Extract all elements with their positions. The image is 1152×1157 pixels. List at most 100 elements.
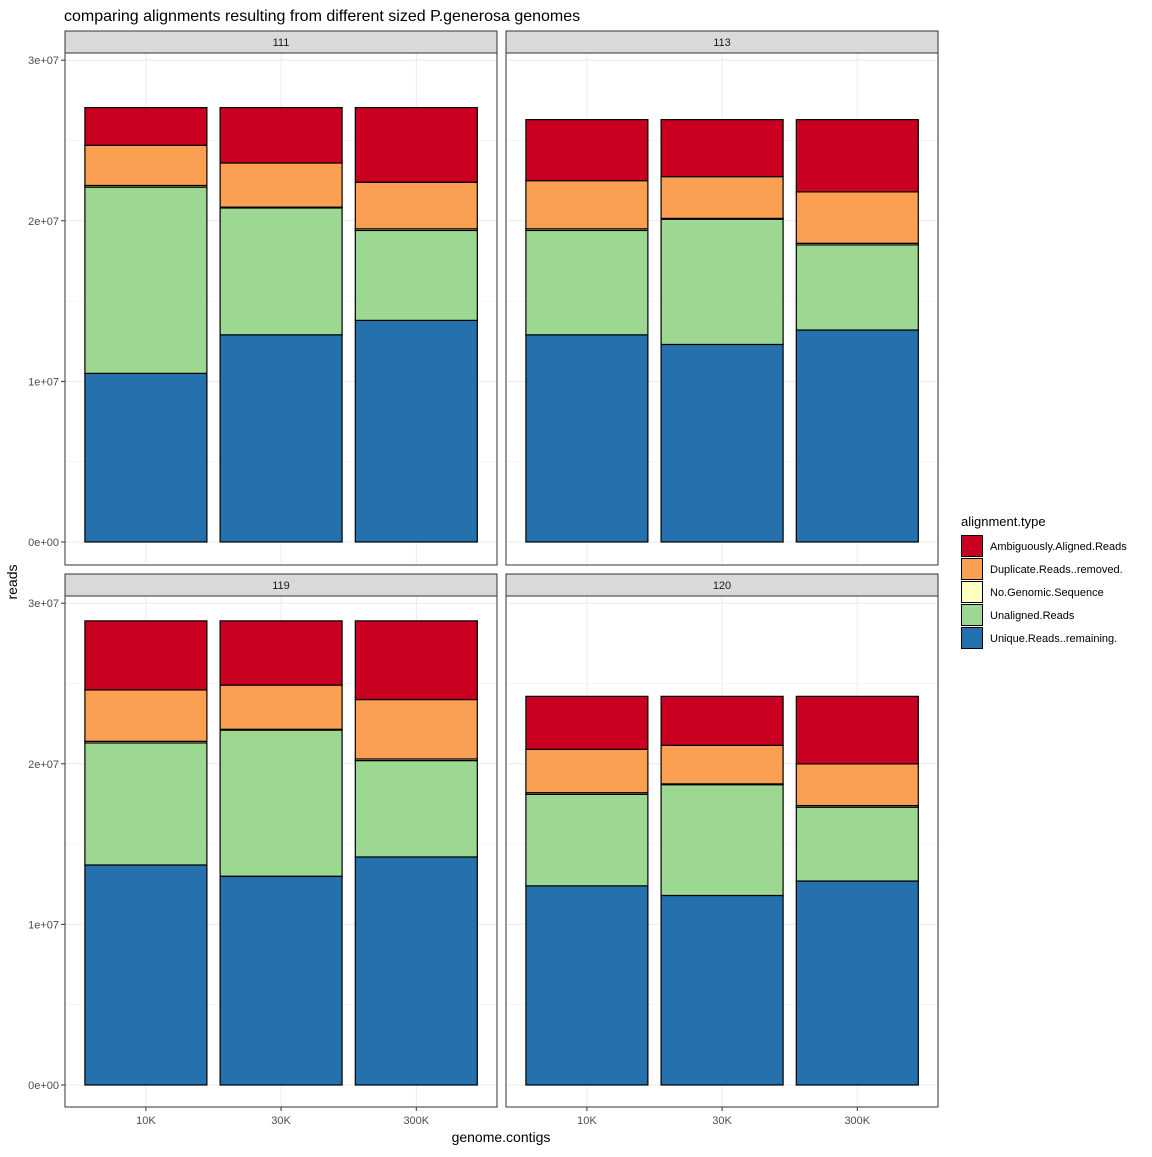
bar-stack-120-300K	[795, 695, 919, 1086]
bar-segment	[660, 744, 784, 785]
legend-item: No.Genomic.Sequence	[961, 581, 1104, 603]
facet-panel-111: 111	[64, 30, 498, 566]
bar-segment	[795, 763, 919, 807]
y-tick-label: 2e+07	[28, 759, 59, 771]
legend-key-swatch	[961, 581, 983, 603]
bar-stack-120-10K	[525, 695, 649, 1086]
bar-segment	[660, 784, 784, 897]
legend-item-label: Unique.Reads..remaining.	[990, 633, 1117, 645]
legend-item: Ambiguously.Aligned.Reads	[961, 535, 1127, 557]
bar-segment	[660, 695, 784, 746]
bar-segment	[219, 729, 343, 877]
facet-strip	[64, 30, 498, 54]
bar-stack-119-10K	[84, 620, 208, 1086]
facet-strip-label: 113	[713, 37, 731, 49]
bar-segment	[354, 319, 478, 543]
legend-item: Unaligned.Reads	[961, 604, 1075, 626]
facet-strip-label: 119	[272, 580, 290, 592]
bar-segment	[219, 334, 343, 543]
bar-segment	[795, 880, 919, 1086]
y-tick-label: 1e+07	[28, 376, 59, 388]
bar-segment	[525, 695, 649, 750]
bar-segment	[525, 793, 649, 887]
legend-title: alignment.type	[961, 514, 1046, 529]
bar-segment	[525, 119, 649, 182]
bar-segment	[84, 742, 208, 866]
facet-strip	[64, 573, 498, 597]
x-tick-label: 30K	[712, 1115, 732, 1127]
bar-segment	[660, 218, 784, 346]
legend-item: Duplicate.Reads..removed.	[961, 558, 1123, 580]
facet-strip	[505, 573, 939, 597]
bar-segment	[219, 620, 343, 686]
bar-segment	[354, 620, 478, 701]
chart-title: comparing alignments resulting from diff…	[64, 8, 580, 25]
bar-segment	[525, 229, 649, 336]
legend-item-label: Ambiguously.Aligned.Reads	[990, 541, 1127, 553]
legend-item-label: No.Genomic.Sequence	[990, 587, 1104, 599]
bar-segment	[525, 334, 649, 543]
bar-stack-111-300K	[354, 106, 478, 543]
x-tick-label: 30K	[271, 1115, 291, 1127]
bar-segment	[219, 106, 343, 164]
bar-segment	[795, 244, 919, 331]
x-tick-label: 10K	[136, 1115, 156, 1127]
facet-panels: 111 113 119 120	[64, 30, 939, 1108]
facet-strip-label: 111	[273, 37, 290, 49]
bar-stack-113-10K	[525, 119, 649, 543]
legend-item: Unique.Reads..remaining.	[961, 627, 1117, 649]
bar-segment	[795, 806, 919, 882]
bar-segment	[660, 343, 784, 543]
bar-segment	[84, 186, 208, 374]
facet-strip-label: 120	[713, 580, 731, 592]
bar-stack-111-30K	[219, 106, 343, 543]
legend-item-label: Duplicate.Reads..removed.	[990, 564, 1123, 576]
facet-panel-120: 120	[505, 573, 939, 1108]
bar-segment	[354, 698, 478, 760]
bar-segment	[84, 864, 208, 1086]
y-tick-label: 1e+07	[28, 919, 59, 931]
legend-key-swatch	[961, 604, 983, 626]
y-tick-label: 3e+07	[28, 55, 59, 67]
bar-stack-113-300K	[795, 119, 919, 543]
bar-segment	[795, 695, 919, 765]
x-tick-label: 10K	[577, 1115, 597, 1127]
x-axis-title: genome.contigs	[452, 1129, 551, 1145]
y-tick-label: 0e+00	[28, 1080, 59, 1092]
x-tick-label: 300K	[403, 1115, 429, 1127]
bar-segment	[354, 106, 478, 183]
bar-segment	[525, 748, 649, 794]
bar-segment	[354, 856, 478, 1086]
bar-segment	[84, 689, 208, 742]
bar-segment	[660, 119, 784, 178]
bar-segment	[219, 207, 343, 336]
bar-segment	[84, 372, 208, 543]
bar-segment	[795, 119, 919, 193]
y-tick-label: 0e+00	[28, 537, 59, 549]
bar-segment	[525, 180, 649, 230]
bar-segment	[354, 229, 478, 321]
axes: 0e+00 1e+07 2e+07 3e+07 0e+00 1e+07 2e+07 3e+07…	[28, 55, 871, 1127]
y-tick-label: 2e+07	[28, 216, 59, 228]
bar-stack-113-30K	[660, 119, 784, 543]
y-axis-title: reads	[4, 564, 20, 599]
bar-segment	[795, 191, 919, 244]
legend-key-swatch	[961, 535, 983, 557]
y-tick-label: 3e+07	[28, 598, 59, 610]
bar-stack-111-10K	[84, 106, 208, 543]
legend-key-swatch	[961, 627, 983, 649]
bar-segment	[525, 885, 649, 1086]
bar-segment	[354, 759, 478, 858]
bar-segment	[84, 106, 208, 146]
bar-segment	[219, 684, 343, 730]
bar-segment	[84, 144, 208, 187]
legend-item-label: Unaligned.Reads	[990, 610, 1075, 622]
bar-segment	[219, 875, 343, 1086]
bar-segment	[660, 894, 784, 1086]
bar-segment	[219, 162, 343, 208]
legend-key-swatch	[961, 558, 983, 580]
facet-panel-119: 119	[64, 573, 498, 1108]
facet-panel-113: 113	[505, 30, 939, 566]
